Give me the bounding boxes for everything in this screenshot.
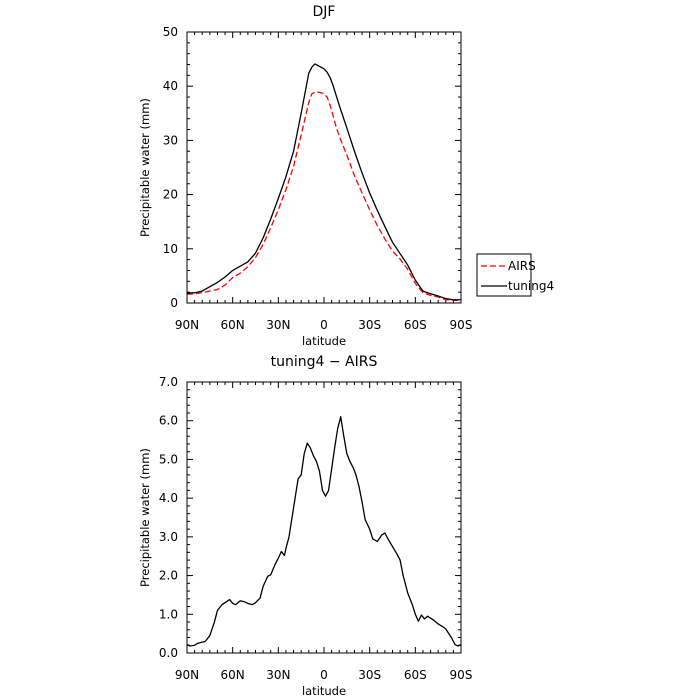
legend-label-tuning4: tuning4 <box>508 279 554 293</box>
y-tick-label: 0.0 <box>159 646 178 660</box>
y-tick-label: 4.0 <box>159 491 178 505</box>
y-tick-label: 5.0 <box>159 452 178 466</box>
legend-box <box>476 253 532 297</box>
y-tick-label: 20 <box>163 188 178 202</box>
x-tick-label: 90S <box>450 668 473 682</box>
chart-panel-1: 90N 60N 30N 0 30S 60S 90S 0 10 20 30 40 50 DJF latitud… <box>138 4 554 348</box>
y-tick-label: 0 <box>170 296 178 310</box>
x-tick-label: 30S <box>358 668 381 682</box>
x-tick-label: 30N <box>266 668 290 682</box>
y-tick-label: 10 <box>163 242 178 256</box>
x-axis-label: latitude <box>302 684 346 698</box>
y-tick-label: 30 <box>163 133 178 147</box>
plot-frame <box>186 31 462 304</box>
chart-title: DJF <box>313 4 336 20</box>
x-tick-label: 0 <box>320 318 328 332</box>
x-tick-label: 60S <box>404 318 427 332</box>
x-tick-label: 90N <box>175 668 199 682</box>
y-tick-label: 2.0 <box>159 569 178 583</box>
x-axis-label: latitude <box>302 334 346 348</box>
y-tick-label: 6.0 <box>159 414 178 428</box>
series-line-airs <box>186 91 461 301</box>
y-axis-label: Precipitable water (mm) <box>138 98 152 237</box>
plot-frame <box>186 381 462 654</box>
x-tick-label: 60N <box>221 318 245 332</box>
y-axis-label: Precipitable water (mm) <box>138 448 152 587</box>
y-tick-label: 3.0 <box>159 530 178 544</box>
legend-label-airs: AIRS <box>508 259 536 273</box>
series-line-tuning4 <box>186 63 461 301</box>
chart-panel-2: 90N 60N 30N 0 30S 60S 90S 0.0 1.0 2.0 3.0 4.0 5.0 6.0… <box>138 354 472 698</box>
x-tick-label: 30S <box>358 318 381 332</box>
y-tick-label: 50 <box>163 25 178 39</box>
x-tick-label: 30N <box>266 318 290 332</box>
chart-title: tuning4 − AIRS <box>271 354 378 370</box>
x-tick-label: 60N <box>221 668 245 682</box>
y-tick-label: 7.0 <box>159 375 178 389</box>
x-tick-label: 90N <box>175 318 199 332</box>
x-tick-label: 0 <box>320 668 328 682</box>
x-tick-label: 60S <box>404 668 427 682</box>
y-tick-label: 1.0 <box>159 607 178 621</box>
series-line <box>186 416 462 647</box>
x-tick-label: 90S <box>450 318 473 332</box>
y-tick-label: 40 <box>163 79 178 93</box>
